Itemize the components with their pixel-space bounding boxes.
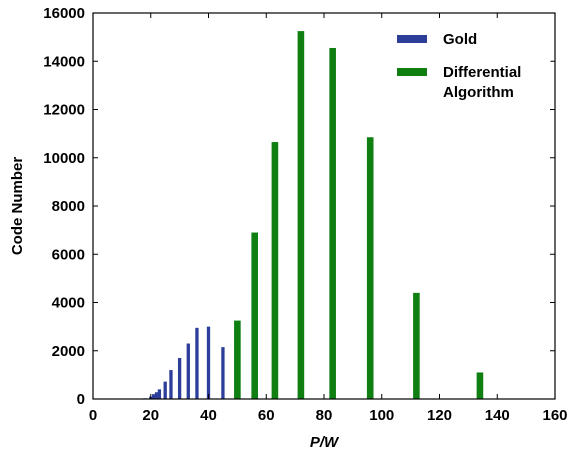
bar-gold-4 <box>157 389 162 399</box>
bar-gold-6 <box>169 370 173 399</box>
bar-differential-5 <box>366 137 374 400</box>
legend-box <box>387 19 551 105</box>
y-tick-label-3: 6000 <box>52 246 85 263</box>
x-tick-label-2: 40 <box>200 407 217 424</box>
x-tick-label-1: 20 <box>142 407 159 424</box>
legend-swatch-0 <box>397 35 427 43</box>
bar-differential-3 <box>297 31 305 400</box>
y-axis-label: Code Number <box>9 157 26 256</box>
legend-label-0-0: Gold <box>443 31 477 48</box>
bar-gold-7 <box>177 357 182 399</box>
bar-differential-1 <box>251 232 258 399</box>
legend-label-1-1: Algorithm <box>443 84 514 101</box>
x-tick-label-5: 100 <box>369 407 394 424</box>
bar-gold-5 <box>163 381 167 399</box>
bar-gold-11 <box>221 347 225 399</box>
bar-gold-8 <box>186 343 190 399</box>
y-tick-label-1: 2000 <box>52 343 85 360</box>
legend-swatch-1 <box>397 68 427 76</box>
y-tick-label-0: 0 <box>77 391 85 408</box>
bar-gold-9 <box>195 327 199 399</box>
y-tick-label-4: 8000 <box>52 198 85 215</box>
bar-differential-7 <box>476 372 484 399</box>
y-tick-label-7: 14000 <box>43 53 85 70</box>
bar-differential-2 <box>271 142 279 399</box>
y-tick-label-2: 4000 <box>52 295 85 312</box>
legend: Gold Differential Algorithm <box>387 19 551 105</box>
x-tick-label-6: 120 <box>427 407 452 424</box>
y-tick-label-8: 16000 <box>43 5 85 22</box>
bar-differential-0 <box>234 320 241 399</box>
y-tick-label-6: 12000 <box>43 102 85 119</box>
bar-differential-4 <box>329 47 336 399</box>
y-tick-label-5: 10000 <box>43 150 85 167</box>
bar-gold-3 <box>154 392 159 399</box>
legend-label-1-0: Differential <box>443 64 521 81</box>
x-tick-label-8: 160 <box>542 407 567 424</box>
bars-layer <box>143 31 484 400</box>
x-tick-label-0: 0 <box>89 407 97 424</box>
bar-gold-2 <box>151 394 156 399</box>
x-axis-label: P/W <box>310 434 340 451</box>
ticks-layer: 0 20 40 60 80 100 120 140 160 0 2000 4000 6000 8000 10… <box>43 5 567 424</box>
bar-differential-6 <box>413 292 420 399</box>
x-tick-label-4: 80 <box>316 407 333 424</box>
bar-gold-10 <box>206 326 211 400</box>
x-tick-label-7: 140 <box>485 407 510 424</box>
x-tick-label-3: 60 <box>258 407 275 424</box>
